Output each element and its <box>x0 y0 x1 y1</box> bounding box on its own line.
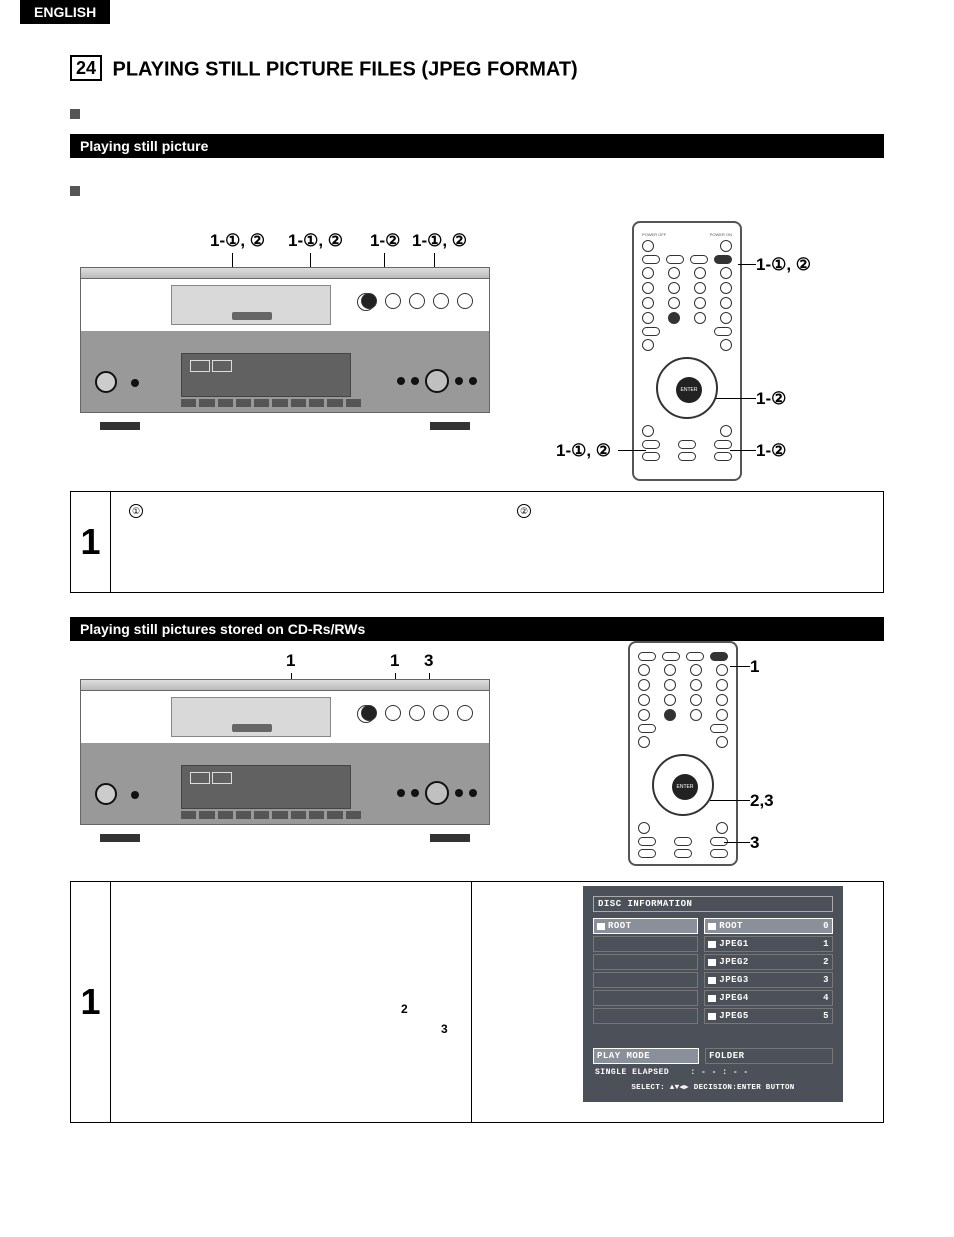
language-tab: ENGLISH <box>20 0 110 24</box>
callout-label: 1-② <box>756 441 786 461</box>
file-icon <box>708 995 716 1002</box>
leader-line <box>730 666 750 667</box>
osd-file-label: JPEG5 <box>719 1011 749 1021</box>
page-content: 24 PLAYING STILL PICTURE FILES (JPEG FOR… <box>70 55 884 1123</box>
osd-file-row: JPEG1 1 <box>704 936 833 952</box>
dvd-player-illustration <box>80 267 490 422</box>
osd-elapsed-row: SINGLE ELAPSED : - - : - - <box>593 1067 833 1078</box>
leader-line <box>724 842 750 843</box>
osd-folder: FOLDER <box>705 1048 833 1064</box>
step-content: ① ② <box>111 492 883 592</box>
disc-tray <box>171 697 331 737</box>
osd-file-index: 5 <box>823 1011 829 1021</box>
osd-file-index: 4 <box>823 993 829 1003</box>
remote-illustration <box>628 641 738 866</box>
callout-label: 1 <box>390 651 399 671</box>
osd-file-index: 1 <box>823 939 829 949</box>
osd-file-row: ROOT 0 <box>704 918 833 934</box>
osd-folder-row: ROOT <box>593 918 698 934</box>
remote-illustration: POWER OFFPOWER ON <box>632 221 742 481</box>
osd-file-row: JPEG3 3 <box>704 972 833 988</box>
file-icon <box>708 959 716 966</box>
leader-line <box>730 450 756 451</box>
osd-file-label: JPEG4 <box>719 993 749 1003</box>
callout-label: 1-①, ② <box>288 231 343 251</box>
osd-playmode: PLAY MODE <box>593 1048 699 1064</box>
leader-line <box>710 800 750 801</box>
heading-row: 24 PLAYING STILL PICTURE FILES (JPEG FOR… <box>70 55 884 81</box>
file-icon <box>708 977 716 984</box>
dpad <box>656 357 718 419</box>
callout-label: 1 <box>286 651 295 671</box>
leader-line <box>618 450 646 451</box>
osd-file-row: JPEG2 2 <box>704 954 833 970</box>
osd-elapsed-value: : - - : - - <box>690 1068 748 1077</box>
inline-ref-2: 2 <box>401 1002 408 1016</box>
callout-label: 1-② <box>756 389 786 409</box>
section-number: 24 <box>70 55 102 81</box>
osd-footer: SELECT: ▲▼◀▶ DECISION:ENTER BUTTON <box>593 1082 833 1092</box>
osd-file-label: JPEG3 <box>719 975 749 985</box>
step-box-2: 1 2 3 DISC INFORMATION ROOT <box>70 881 884 1123</box>
callout-label: 1 <box>750 657 759 677</box>
callout-label: 1-② <box>370 231 400 251</box>
osd-file-index: 2 <box>823 957 829 967</box>
diagram-2: 1 1 3 <box>70 651 884 901</box>
subheading-bar-2: Playing still pictures stored on CD-Rs/R… <box>70 617 884 641</box>
folder-icon <box>597 923 605 930</box>
osd-file-row: JPEG5 5 <box>704 1008 833 1024</box>
dvd-player-illustration <box>80 679 490 834</box>
osd-right-column: ROOT 0 JPEG1 1 JPEG2 2 <box>704 918 833 1040</box>
osd-file-label: ROOT <box>719 921 743 931</box>
osd-file-label: JPEG2 <box>719 957 749 967</box>
file-icon <box>708 941 716 948</box>
leader-line <box>738 264 756 265</box>
step-content: 2 3 DISC INFORMATION ROOT <box>111 882 883 1122</box>
folder-icon <box>708 923 716 930</box>
leader-line <box>716 398 756 399</box>
osd-file-index: 3 <box>823 975 829 985</box>
osd-file-row: JPEG4 4 <box>704 990 833 1006</box>
inline-ref-3: 3 <box>441 1022 448 1036</box>
square-bullet <box>70 109 80 119</box>
square-bullet <box>70 186 80 196</box>
power-button <box>95 371 117 393</box>
callout-label: 1-①, ② <box>556 441 611 461</box>
osd-root-label: ROOT <box>608 921 632 931</box>
osd-left-column: ROOT <box>593 918 698 1040</box>
disc-tray <box>171 285 331 325</box>
circled-2-icon: ② <box>517 504 531 518</box>
callout-label: 3 <box>750 833 759 853</box>
step-number: 1 <box>71 882 111 1122</box>
file-icon <box>708 1013 716 1020</box>
device-display <box>181 353 351 397</box>
callout-label: 1-①, ② <box>756 255 811 275</box>
main-heading: PLAYING STILL PICTURE FILES (JPEG FORMAT… <box>112 58 577 80</box>
osd-title: DISC INFORMATION <box>593 896 833 912</box>
disc-info-osd: DISC INFORMATION ROOT ROOT <box>583 886 843 1102</box>
callout-label: 3 <box>424 651 433 671</box>
subheading-bar-1: Playing still picture <box>70 134 884 158</box>
osd-file-label: JPEG1 <box>719 939 749 949</box>
osd-file-index: 0 <box>823 921 829 931</box>
osd-elapsed-label: SINGLE ELAPSED <box>595 1068 669 1077</box>
callout-label: 2,3 <box>750 791 774 811</box>
circled-1-icon: ① <box>129 504 143 518</box>
step-box-1: 1 ① ② <box>70 491 884 593</box>
callout-label: 1-①, ② <box>412 231 467 251</box>
callout-label: 1-①, ② <box>210 231 265 251</box>
